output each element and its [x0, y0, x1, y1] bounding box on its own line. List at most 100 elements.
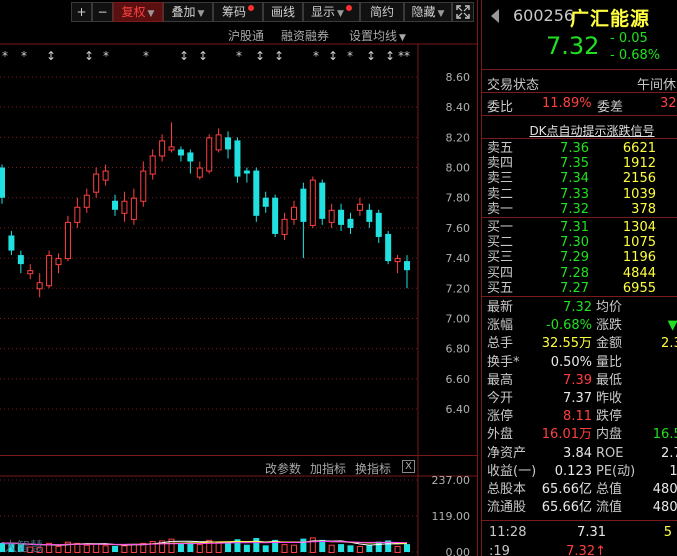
volume-bar [225, 542, 232, 552]
collapse-arrow-icon[interactable] [491, 9, 499, 23]
candle-body [55, 258, 62, 266]
stat-value: -0.68% [546, 318, 592, 334]
candle-body [121, 200, 128, 214]
volume-bar [290, 544, 297, 554]
weicha-value: 32 [660, 96, 677, 111]
stat-value: ▼0. [667, 318, 677, 334]
kline-canvas[interactable]: 8.60 8.40 8.20 8.00 7.80 7.60 7.40 7.20 7.00 6.80… [0, 22, 477, 455]
y-tick-label: 7.60 [446, 222, 471, 235]
divider [482, 115, 677, 116]
diejia-dropdown[interactable]: 叠加 ▼ [163, 2, 213, 22]
order-level-label: 买四 [487, 265, 514, 281]
candle-body [196, 167, 203, 178]
volume-ma-line [1, 541, 408, 546]
current-price: 7.32 [546, 32, 600, 60]
volume-bar [74, 542, 81, 554]
sell-row[interactable]: 卖二 7.33 1039 [482, 187, 677, 202]
buy-row[interactable]: 买四 7.28 4844 [482, 266, 677, 281]
hugutong-link[interactable]: 沪股通 [228, 29, 265, 43]
caret-down-icon: ▼ [337, 9, 344, 19]
zoom-out-button[interactable]: − [92, 2, 113, 22]
candle-body [0, 167, 5, 198]
volume-bar [347, 545, 354, 552]
chouma-button[interactable]: 筹码 [213, 2, 263, 22]
notification-dot-icon [345, 5, 352, 11]
sell-row[interactable]: 卖三 7.34 2156 [482, 171, 677, 186]
buy-row[interactable]: 买二 7.30 1075 [482, 235, 677, 250]
stat-label: 涨幅 [487, 318, 514, 334]
volume-bar [149, 541, 156, 554]
caret-down-icon: ▼ [197, 9, 205, 19]
sell-row[interactable]: 卖四 7.35 1912 [482, 156, 677, 171]
event-marker: * [313, 49, 319, 63]
jianyue-button[interactable]: 简约 [360, 2, 404, 22]
volume-bar [112, 545, 119, 552]
candle-body [36, 282, 43, 290]
volume-bar [102, 545, 109, 553]
huaxian-button[interactable]: 画线 [263, 2, 303, 22]
chouma-label: 筹码 [221, 5, 246, 19]
stat-label: 内盘 [596, 427, 623, 443]
order-level-label: 卖五 [487, 141, 514, 156]
zoom-in-button[interactable]: + [71, 2, 92, 22]
weibi-label: 委比 [487, 100, 514, 115]
event-marker: * [236, 49, 242, 63]
volume-bar [281, 544, 288, 553]
yincang-dropdown[interactable]: 隐藏 ▼ [404, 2, 452, 22]
stat-label: 换手* [487, 354, 520, 370]
huanzhibiao-link[interactable]: 换指标 [355, 462, 392, 476]
kline-chart[interactable]: 8.60 8.40 8.20 8.00 7.80 7.60 7.40 7.20 7.00 6.80… [0, 22, 477, 455]
volume-bar [64, 541, 71, 553]
y-tick-label: 8.60 [446, 71, 471, 84]
xianshi-dropdown[interactable]: 显示 ▼ [303, 2, 360, 22]
close-indicator-button[interactable]: X [402, 460, 415, 473]
buy-row[interactable]: 买五 7.27 6955 [482, 281, 677, 296]
gaicanshu-link[interactable]: 改参数 [265, 462, 302, 476]
weibi-value: 11.89% [542, 96, 592, 111]
jiazhibiao-link[interactable]: 加指标 [310, 462, 347, 476]
stat-value: 7. [630, 299, 677, 317]
buy-row[interactable]: 买一 7.31 1304 [482, 220, 677, 235]
event-marker: * [143, 49, 149, 63]
event-marker: * [347, 49, 353, 63]
stat-value: 65.66亿 [541, 500, 592, 516]
stat-label: 总值 [596, 482, 623, 497]
order-volume: 1196 [622, 250, 656, 266]
shezhi-junxian-link[interactable]: 设置均线 ▼ [349, 27, 406, 44]
tick-time: 11:28 [489, 525, 527, 540]
order-volume: 4844 [622, 265, 656, 281]
stat-value: 7. [630, 372, 677, 390]
order-level-label: 买二 [487, 235, 514, 251]
event-marker: ↕ [366, 49, 376, 63]
fuquan-dropdown[interactable]: 复权 ▼ [113, 2, 163, 22]
candle-body [375, 212, 382, 237]
sell-row[interactable]: 卖五 7.36 6621 [482, 141, 677, 156]
stat-value: 7. [630, 390, 677, 408]
volume-canvas[interactable]: 237.00 119.00 0.00 [0, 456, 477, 556]
order-price: 7.27 [560, 280, 589, 296]
volume-chart[interactable]: 237.00 119.00 0.00 改参数 加指标 换指标 X 大智慧 [0, 455, 477, 556]
sell-row[interactable]: 卖一 7.32 378 [482, 202, 677, 217]
event-marker: ↕ [274, 49, 284, 63]
volume-bar [404, 544, 410, 552]
stat-value: 16.54 [652, 427, 677, 443]
fullscreen-button[interactable] [452, 2, 474, 22]
stat-value: 7.32 [563, 300, 592, 315]
vol-tick-label: 237.00 [432, 474, 471, 487]
y-tick-label: 8.00 [446, 162, 471, 175]
candle-body [159, 140, 166, 157]
order-volume: 1039 [622, 186, 656, 202]
y-tick-label: 6.80 [446, 343, 471, 356]
volume-bar [300, 538, 307, 552]
stat-label: PE(动) [596, 463, 636, 479]
buy-row[interactable]: 买三 7.29 1196 [482, 250, 677, 265]
rongzi-link[interactable]: 融资融券 [281, 29, 330, 43]
volume-bar [196, 544, 203, 553]
stat-value: 7.37 [563, 391, 592, 406]
caret-down-icon: ▼ [399, 33, 406, 43]
stat-value: 2.75 [661, 445, 677, 461]
dk-signal-link[interactable]: DK点自动提示涨跌信号 [529, 124, 655, 138]
event-marker: ↕ [179, 49, 189, 63]
